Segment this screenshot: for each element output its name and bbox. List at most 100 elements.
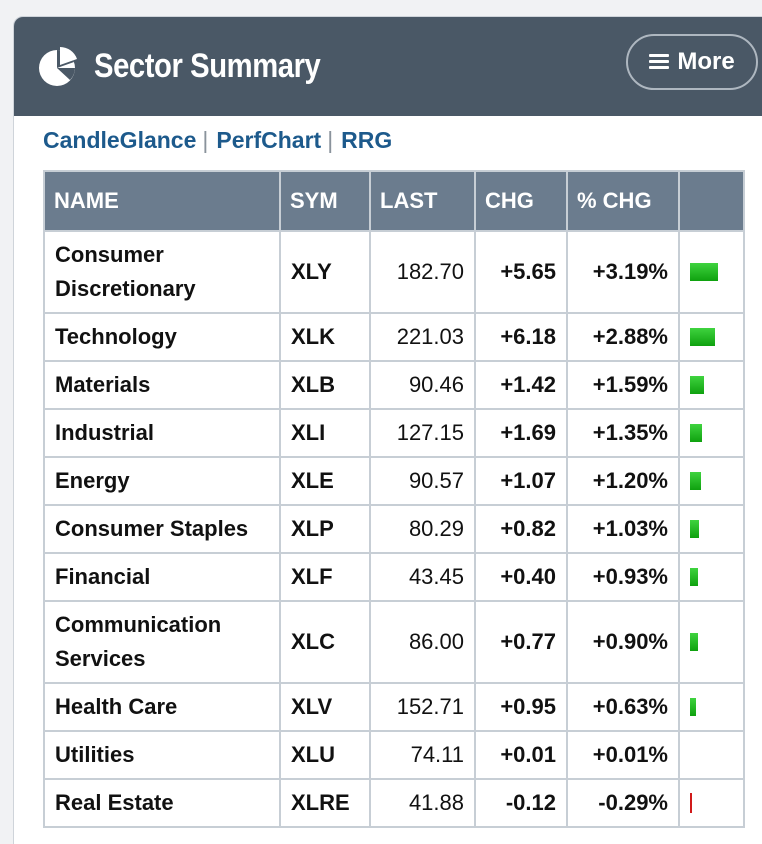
column-header-bar <box>678 170 745 232</box>
sector-last-price: 41.88 <box>369 778 476 828</box>
sector-name-link[interactable]: Energy <box>43 456 281 506</box>
sector-percent-change: +0.63% <box>566 682 680 732</box>
sector-change: +1.42 <box>474 360 568 410</box>
sector-change: -0.12 <box>474 778 568 828</box>
performance-bar-cell <box>678 600 745 684</box>
performance-bar <box>690 376 704 394</box>
performance-bar-cell <box>678 730 745 780</box>
table-row: Materials XLB 90.46 +1.42 +1.59% <box>43 360 745 410</box>
sector-symbol: XLK <box>279 312 371 362</box>
performance-bar-cell <box>678 552 745 602</box>
sector-percent-change: +0.93% <box>566 552 680 602</box>
sector-change: +0.40 <box>474 552 568 602</box>
sector-symbol: XLV <box>279 682 371 732</box>
sector-name-link[interactable]: Health Care <box>43 682 281 732</box>
sector-last-price: 74.11 <box>369 730 476 780</box>
sector-last-price: 86.00 <box>369 600 476 684</box>
performance-bar <box>690 793 692 813</box>
table-header-row: NAME SYM LAST CHG % CHG <box>43 170 745 232</box>
table-row: Consumer Staples XLP 80.29 +0.82 +1.03% <box>43 504 745 554</box>
table-row: Utilities XLU 74.11 +0.01 +0.01% <box>43 730 745 780</box>
sector-last-price: 43.45 <box>369 552 476 602</box>
sector-change: +6.18 <box>474 312 568 362</box>
sector-last-price: 90.46 <box>369 360 476 410</box>
performance-bar-cell <box>678 312 745 362</box>
sector-percent-change: +1.59% <box>566 360 680 410</box>
column-header-chg[interactable]: CHG <box>474 170 568 232</box>
performance-bar <box>690 568 698 586</box>
sector-percent-change: +1.20% <box>566 456 680 506</box>
column-header-sym[interactable]: SYM <box>279 170 371 232</box>
sector-name-link[interactable]: Financial <box>43 552 281 602</box>
rrg-link[interactable]: RRG <box>341 127 393 153</box>
sector-name-link[interactable]: Communication Services <box>43 600 281 684</box>
chart-links: CandleGlance | PerfChart | RRG <box>43 127 392 154</box>
sector-table: NAME SYM LAST CHG % CHG Consumer Discret… <box>43 170 745 828</box>
sector-name-link[interactable]: Utilities <box>43 730 281 780</box>
sector-change: +0.95 <box>474 682 568 732</box>
table-row: Health Care XLV 152.71 +0.95 +0.63% <box>43 682 745 732</box>
sector-change: +5.65 <box>474 230 568 314</box>
performance-bar <box>690 472 701 490</box>
panel-header: Sector Summary More <box>14 17 762 116</box>
sector-symbol: XLB <box>279 360 371 410</box>
column-header-pct-chg[interactable]: % CHG <box>566 170 680 232</box>
sector-last-price: 182.70 <box>369 230 476 314</box>
link-separator: | <box>202 127 209 153</box>
performance-bar <box>690 633 698 651</box>
performance-bar-cell <box>678 360 745 410</box>
table-row: Technology XLK 221.03 +6.18 +2.88% <box>43 312 745 362</box>
column-header-name[interactable]: NAME <box>43 170 281 232</box>
sector-symbol: XLC <box>279 600 371 684</box>
sector-name-link[interactable]: Consumer Discretionary <box>43 230 281 314</box>
sector-last-price: 152.71 <box>369 682 476 732</box>
sector-change: +1.07 <box>474 456 568 506</box>
sector-percent-change: +1.35% <box>566 408 680 458</box>
sector-symbol: XLY <box>279 230 371 314</box>
sector-symbol: XLP <box>279 504 371 554</box>
sector-last-price: 90.57 <box>369 456 476 506</box>
sector-name-link[interactable]: Industrial <box>43 408 281 458</box>
sector-last-price: 127.15 <box>369 408 476 458</box>
sector-name-link[interactable]: Materials <box>43 360 281 410</box>
table-row: Industrial XLI 127.15 +1.69 +1.35% <box>43 408 745 458</box>
sector-name-link[interactable]: Consumer Staples <box>43 504 281 554</box>
sector-last-price: 80.29 <box>369 504 476 554</box>
sector-symbol: XLE <box>279 456 371 506</box>
sector-percent-change: +0.90% <box>566 600 680 684</box>
sector-change: +0.77 <box>474 600 568 684</box>
performance-bar <box>690 520 699 538</box>
hamburger-icon <box>649 54 670 70</box>
perfchart-link[interactable]: PerfChart <box>216 127 322 153</box>
sector-percent-change: +3.19% <box>566 230 680 314</box>
table-row: Consumer Discretionary XLY 182.70 +5.65 +3.1… <box>43 230 745 314</box>
sector-change: +1.69 <box>474 408 568 458</box>
performance-bar <box>690 263 718 281</box>
sector-name-link[interactable]: Real Estate <box>43 778 281 828</box>
sector-change: +0.01 <box>474 730 568 780</box>
performance-bar <box>690 328 715 346</box>
sector-name-link[interactable]: Technology <box>43 312 281 362</box>
table-row: Financial XLF 43.45 +0.40 +0.93% <box>43 552 745 602</box>
sector-last-price: 221.03 <box>369 312 476 362</box>
more-button[interactable]: More <box>626 34 758 90</box>
sector-symbol: XLU <box>279 730 371 780</box>
sector-symbol: XLRE <box>279 778 371 828</box>
performance-bar <box>690 424 702 442</box>
pie-chart-icon <box>39 46 77 86</box>
sector-percent-change: +1.03% <box>566 504 680 554</box>
panel-title: Sector Summary <box>94 47 321 85</box>
table-row: Real Estate XLRE 41.88 -0.12 -0.29% <box>43 778 745 828</box>
more-button-label: More <box>677 48 735 75</box>
column-header-last[interactable]: LAST <box>369 170 476 232</box>
performance-bar-cell <box>678 682 745 732</box>
sector-summary-panel: Sector Summary More CandleGlance | PerfC… <box>13 16 762 844</box>
candleglance-link[interactable]: CandleGlance <box>43 127 197 153</box>
sector-symbol: XLI <box>279 408 371 458</box>
performance-bar-cell <box>678 778 745 828</box>
performance-bar-cell <box>678 230 745 314</box>
table-row: Energy XLE 90.57 +1.07 +1.20% <box>43 456 745 506</box>
sector-rows: Consumer Discretionary XLY 182.70 +5.65 +3.1… <box>43 230 745 828</box>
table-row: Communication Services XLC 86.00 +0.77 +0.90… <box>43 600 745 684</box>
performance-bar <box>690 698 696 716</box>
